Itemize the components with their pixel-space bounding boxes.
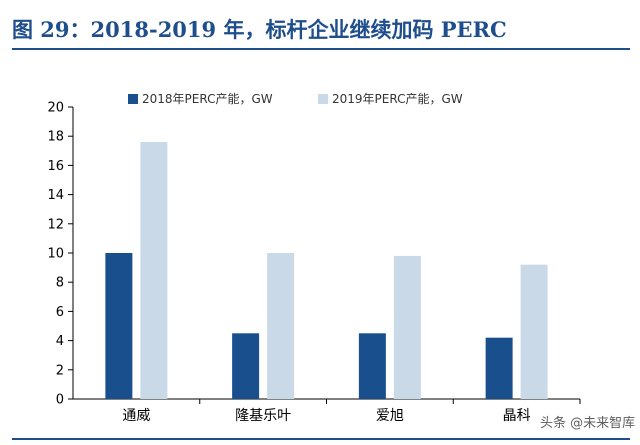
y-tick-label: 14 <box>47 188 64 203</box>
y-tick-label: 4 <box>56 334 64 349</box>
figure-title: 图 29：2018-2019 年，标杆企业继续加码 PERC <box>12 17 507 42</box>
bar-2019-3 <box>520 264 548 399</box>
bar-2018-3 <box>485 337 513 399</box>
y-tick-label: 16 <box>47 159 64 174</box>
bar-2018-2 <box>358 333 386 399</box>
legend-swatch-0 <box>128 94 138 104</box>
y-tick-label: 8 <box>56 276 64 291</box>
watermark: 头条 @未来智库 <box>540 416 636 431</box>
bar-2019-2 <box>393 255 421 399</box>
category-label: 爱旭 <box>376 408 404 424</box>
category-label: 晶科 <box>503 408 531 424</box>
bar-2019-0 <box>140 142 168 400</box>
category-label: 隆基乐叶 <box>235 407 291 424</box>
bottom-rule <box>12 438 630 440</box>
y-tick-label: 10 <box>47 247 64 262</box>
category-label: 通威 <box>122 408 150 424</box>
y-tick-label: 2 <box>56 363 64 378</box>
bar-2018-1 <box>232 333 260 399</box>
legend-label-1: 2019年PERC产能，GW <box>332 92 463 106</box>
y-tick-label: 0 <box>56 393 64 408</box>
legend-label-0: 2018年PERC产能，GW <box>142 92 273 106</box>
y-tick-label: 18 <box>47 130 64 145</box>
title-rule <box>12 48 630 50</box>
y-tick-label: 20 <box>47 101 64 116</box>
legend-swatch-1 <box>318 94 328 104</box>
bar-2018-0 <box>105 253 133 399</box>
y-tick-label: 12 <box>47 217 64 232</box>
bar-2019-1 <box>267 253 295 399</box>
y-tick-label: 6 <box>56 305 64 320</box>
